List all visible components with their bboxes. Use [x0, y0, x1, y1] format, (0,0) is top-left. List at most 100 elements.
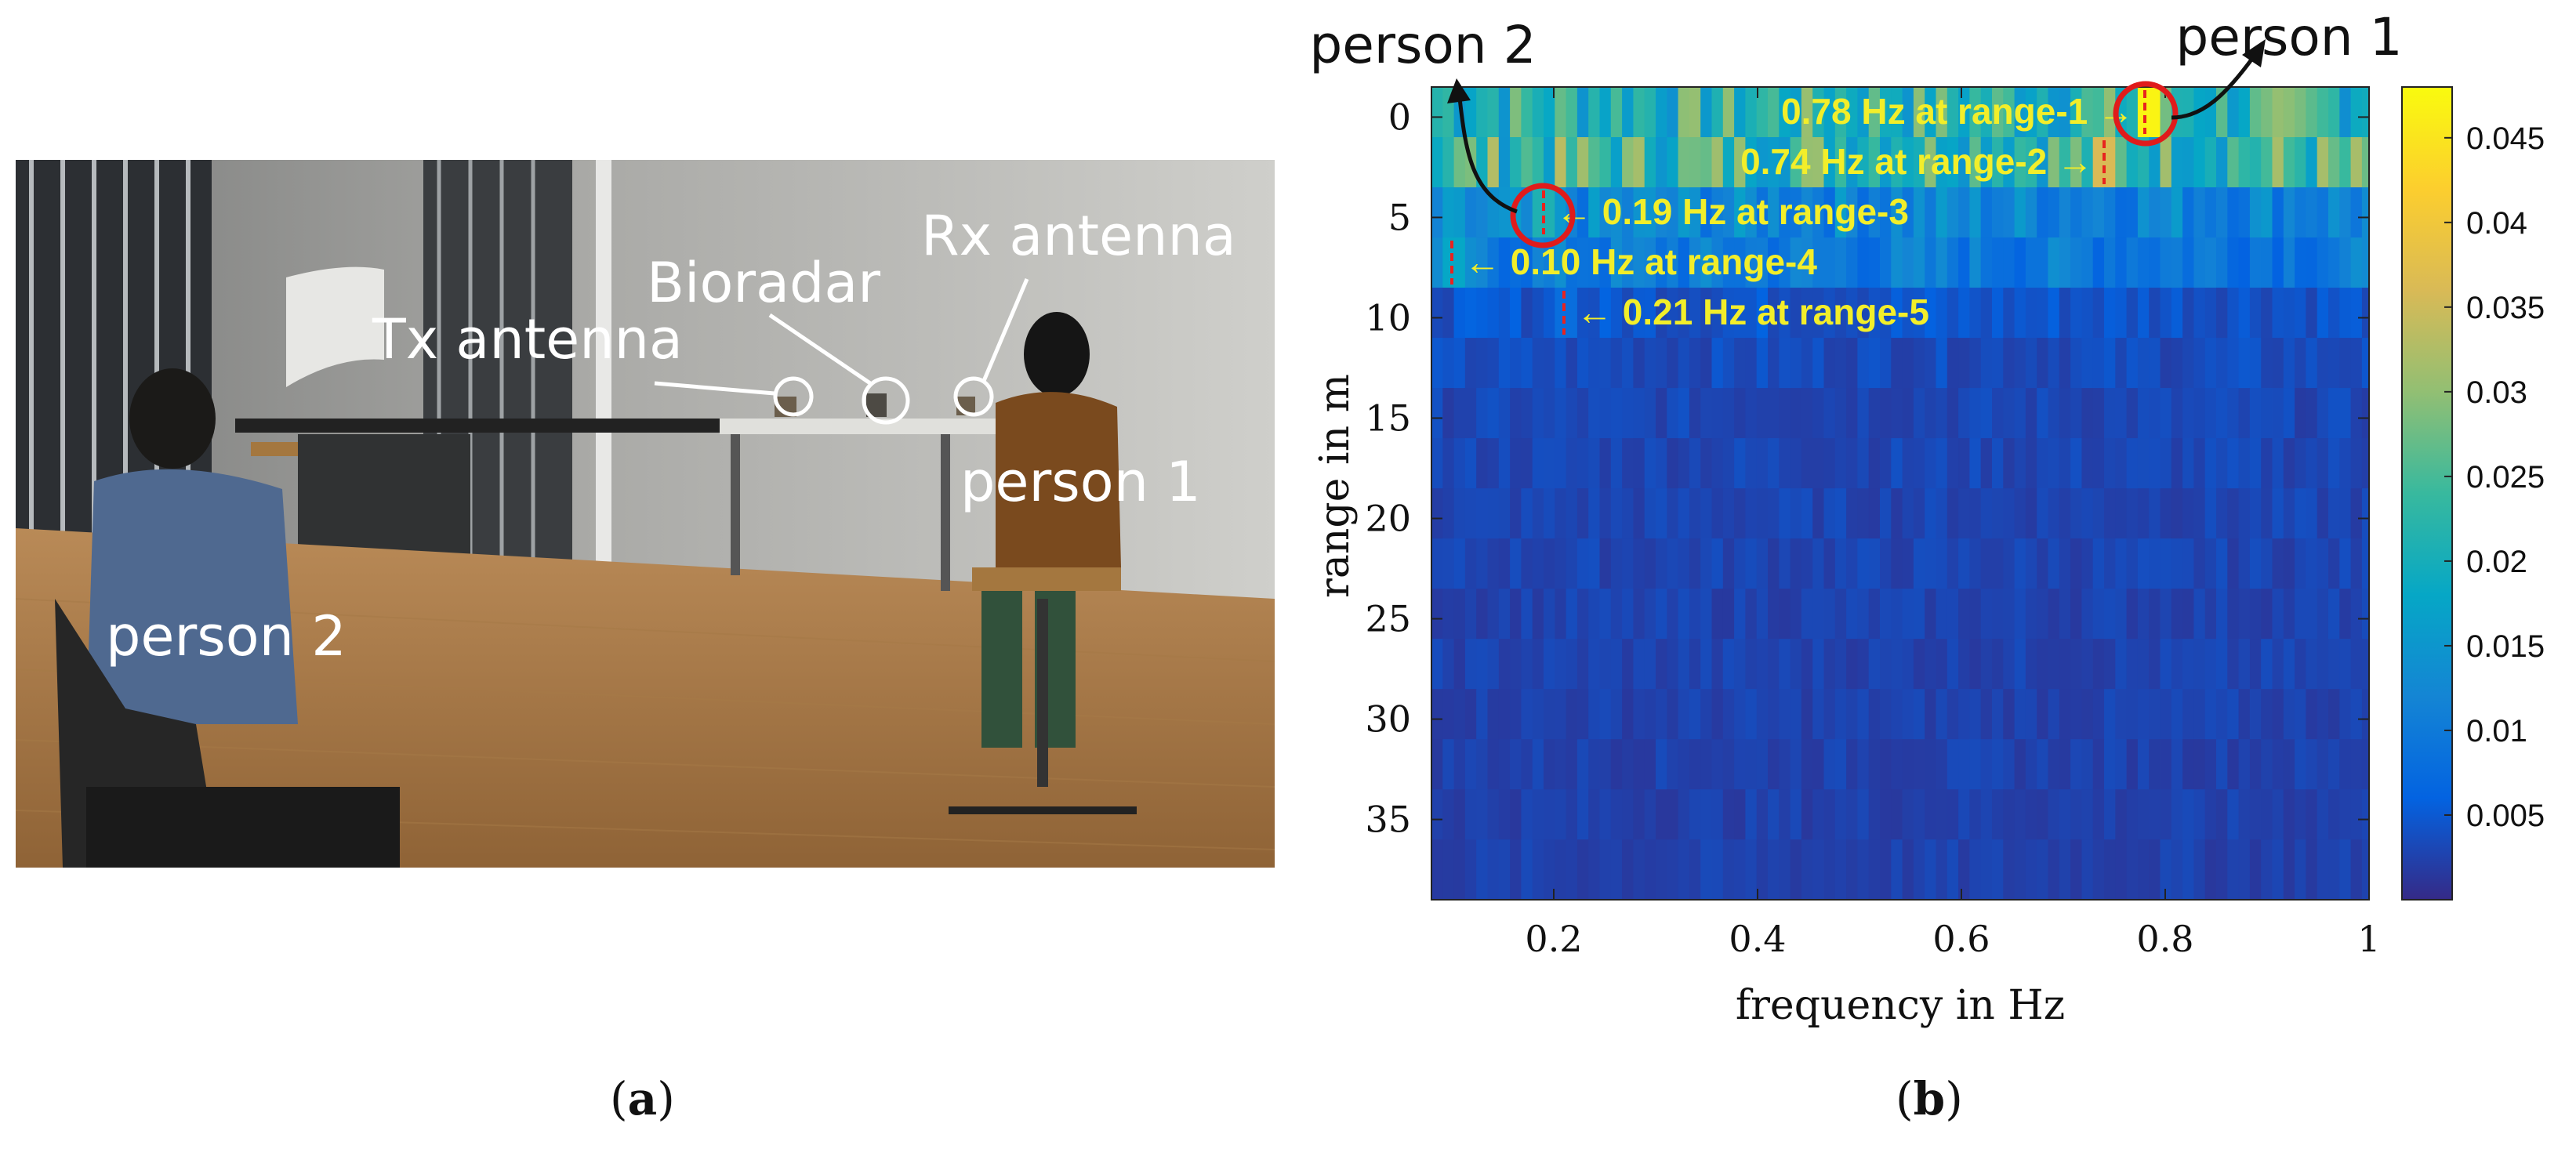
heatmap-cell [1779, 288, 1791, 339]
heatmap-cell [1992, 689, 2004, 740]
x-axis-label: frequency in Hz [1736, 982, 2065, 1029]
heatmap-cell [1689, 388, 1701, 439]
heatmap-cell [1868, 538, 1881, 589]
heatmap-cell [1980, 137, 1993, 188]
heatmap-cell [1947, 689, 1959, 740]
heatmap-cell [2193, 187, 2206, 238]
heatmap-cell [2328, 689, 2340, 740]
heatmap-cell [2261, 338, 2273, 389]
heatmap-cell [1700, 839, 1713, 900]
heatmap-cell [2249, 739, 2262, 790]
heatmap-cell [2037, 689, 2049, 740]
heatmap-cell [2283, 187, 2295, 238]
heatmap-cell [1566, 388, 1578, 439]
heatmap-cell [1812, 388, 1825, 439]
heatmap-cells [1431, 87, 2369, 900]
heatmap-cell [2092, 438, 2105, 489]
heatmap-cell [1633, 388, 1645, 439]
heatmap-cell [1834, 187, 1847, 238]
plot-frame [1431, 86, 2370, 901]
heatmap-cell [2317, 388, 2329, 439]
heatmap-cell [2059, 488, 2071, 539]
heatmap-cell [1925, 288, 1937, 339]
heatmap-cell [1969, 187, 1982, 238]
heatmap-cell [2171, 338, 2183, 389]
heatmap-cell [1544, 639, 1555, 690]
heatmap-cell [1689, 137, 1701, 188]
heatmap-cell [2059, 589, 2071, 640]
heatmap-cell [1857, 589, 1870, 640]
x-tick-label: 0.4 [1729, 918, 1786, 960]
heatmap-cell [1476, 488, 1489, 539]
heatmap-cell [1734, 589, 1746, 640]
heatmap-cell [1868, 789, 1881, 840]
heatmap-cell [2037, 137, 2049, 188]
heatmap-cell [2283, 839, 2295, 900]
heatmap-cell [1834, 288, 1847, 339]
heatmap-cell [2283, 739, 2295, 790]
heatmap-cell [2003, 689, 2015, 740]
heatmap-cell [1857, 338, 1870, 389]
heatmap-cell [1722, 689, 1735, 740]
heatmap-cell [1453, 187, 1466, 238]
heatmap-cell [1722, 538, 1735, 589]
heatmap-cell [2025, 488, 2037, 539]
peak-label: 0.78 Hz at range-1 → [1781, 91, 2134, 132]
heatmap-cell [1622, 739, 1634, 790]
heatmap-cell [2037, 589, 2049, 640]
heatmap-cell [2149, 589, 2161, 640]
heatmap-cell [1790, 689, 1802, 740]
heatmap-cell [2003, 438, 2015, 489]
colorbar [2401, 86, 2453, 901]
heatmap-cell [1633, 689, 1645, 740]
heatmap-cell [1689, 639, 1701, 690]
heatmap-cell [1779, 137, 1791, 188]
heatmap-cell [1711, 388, 1724, 439]
heatmap-cell [2272, 237, 2284, 288]
heatmap-cell [1790, 789, 1802, 840]
heatmap-cell [2328, 639, 2340, 690]
heatmap-cell [2104, 689, 2116, 740]
heatmap-cell [2204, 739, 2217, 790]
heatmap-cell [1846, 789, 1858, 840]
heatmap-cell [1846, 488, 1858, 539]
heatmap-cell [2350, 237, 2363, 288]
heatmap-cell [1958, 789, 1970, 840]
heatmap-cell [1768, 589, 1780, 640]
heatmap-cell [2115, 388, 2128, 439]
heatmap-cell [1880, 639, 1892, 690]
heatmap-cell [1857, 538, 1870, 589]
heatmap-cell [1689, 689, 1701, 740]
heatmap-cell [2126, 187, 2139, 238]
heatmap-cell [1745, 739, 1758, 790]
heatmap-cell [2137, 438, 2150, 489]
heatmap-cell [2070, 739, 2082, 790]
heatmap-cell [2081, 589, 2094, 640]
person-2-annotation: person 2 [1309, 15, 1536, 75]
heatmap-cell [2115, 338, 2128, 389]
y-tick-label: 10 [1365, 296, 1411, 339]
heatmap-cell [1599, 538, 1612, 589]
heatmap-cell [1656, 639, 1667, 690]
heatmap-cell [2014, 237, 2026, 288]
heatmap-cell [1768, 488, 1780, 539]
heatmap-cell [1936, 237, 1948, 288]
heatmap-cell [1846, 538, 1858, 589]
heatmap-cell [1902, 187, 1914, 238]
heatmap-cell [1722, 137, 1735, 188]
heatmap-cell [2070, 538, 2082, 589]
heatmap-cell [2328, 237, 2340, 288]
heatmap-cell [2283, 438, 2295, 489]
heatmap-cell [1453, 789, 1466, 840]
heatmap-cell [2104, 237, 2116, 288]
heatmap-cell [2137, 689, 2150, 740]
heatmap-cell [1925, 739, 1937, 790]
heatmap-cell [2272, 338, 2284, 389]
heatmap-cell [1521, 237, 1533, 288]
heatmap-cell [1476, 338, 1489, 389]
heatmap-cell [2238, 438, 2251, 489]
heatmap-cell [2070, 338, 2082, 389]
heatmap-cell [1610, 689, 1623, 740]
heatmap-cell [1834, 438, 1847, 489]
peak-labels: 0.78 Hz at range-1 → 0.74 Hz at range-2 →… [1464, 91, 2134, 332]
